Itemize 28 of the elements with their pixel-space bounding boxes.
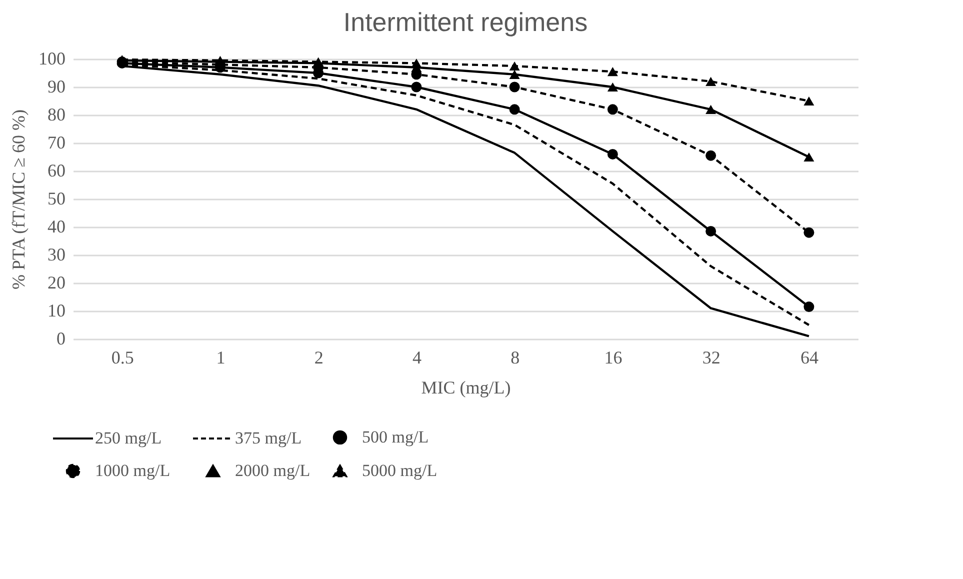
- y-tick-label: 90: [48, 76, 66, 96]
- y-tick-label: 60: [48, 160, 66, 180]
- legend-label: 5000 mg/L: [362, 461, 438, 480]
- y-tick-label: 100: [38, 48, 66, 68]
- y-tick-label: 0: [56, 328, 66, 348]
- y-tick-label: 10: [48, 300, 66, 320]
- legend-label: 2000 mg/L: [235, 461, 310, 480]
- x-tick-label: 8: [510, 348, 520, 368]
- legend-label: 250 mg/L: [95, 428, 162, 448]
- legend-label: 375 mg/L: [235, 428, 302, 448]
- y-tick-label: 30: [48, 244, 66, 264]
- y-tick-label: 40: [48, 216, 66, 236]
- x-tick-label: 1: [216, 348, 226, 368]
- x-tick-label: 2: [314, 348, 324, 368]
- x-tick-label: 0.5: [111, 348, 134, 368]
- y-tick-label: 70: [48, 132, 66, 152]
- chart-title: Intermittent regimens: [343, 7, 588, 37]
- y-axis-title: % PTA (fT/MIC ≥ 60 %): [8, 110, 28, 290]
- x-tick-label: 32: [702, 348, 720, 368]
- y-tick-label: 80: [48, 104, 66, 124]
- y-tick-label: 50: [48, 188, 66, 208]
- x-axis-title: MIC (mg/L): [421, 378, 511, 398]
- x-tick-label: 16: [604, 348, 622, 368]
- legend-label: 500 mg/L: [362, 427, 429, 446]
- y-tick-label: 20: [48, 272, 66, 292]
- x-tick-label: 64: [800, 348, 818, 368]
- legend-label: 1000 mg/L: [95, 461, 170, 480]
- x-tick-label: 4: [412, 348, 422, 368]
